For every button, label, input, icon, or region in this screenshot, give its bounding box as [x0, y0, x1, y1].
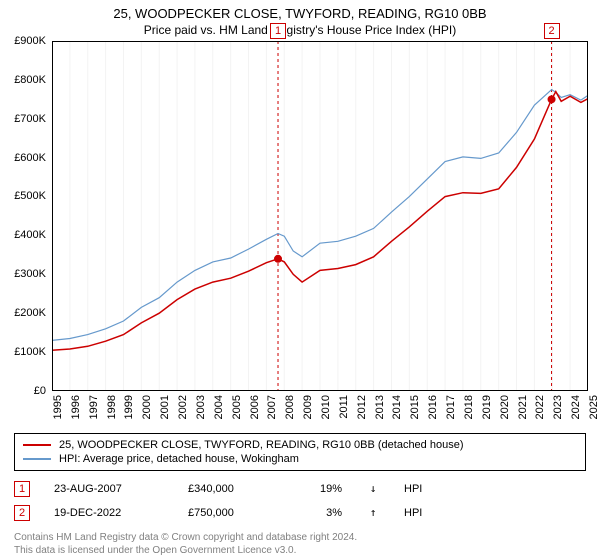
- sale-hpi-label: HPI: [404, 483, 434, 495]
- x-tick-label: 2005: [231, 395, 243, 419]
- x-tick-label: 2018: [463, 395, 475, 419]
- x-tick-label: 2000: [141, 395, 153, 419]
- x-tick-label: 1996: [70, 395, 82, 419]
- chart-svg: [52, 41, 588, 391]
- y-tick-label: £600K: [0, 152, 46, 164]
- sale-index-badge: 1: [14, 481, 30, 497]
- legend-label: 25, WOODPECKER CLOSE, TWYFORD, READING, …: [59, 439, 463, 451]
- x-tick-label: 2019: [481, 395, 493, 419]
- chart-subtitle: Price paid vs. HM Land Registry's House …: [0, 23, 600, 41]
- x-tick-label: 2020: [499, 395, 511, 419]
- chart-title: 25, WOODPECKER CLOSE, TWYFORD, READING, …: [0, 0, 600, 23]
- arrow-down-icon: ↓: [366, 482, 380, 495]
- footer-line-2: This data is licensed under the Open Gov…: [14, 544, 586, 557]
- arrow-up-icon: ↑: [366, 506, 380, 519]
- chart-legend: 25, WOODPECKER CLOSE, TWYFORD, READING, …: [14, 433, 586, 471]
- y-tick-label: £800K: [0, 74, 46, 86]
- x-tick-label: 2014: [391, 395, 403, 419]
- x-tick-label: 2011: [338, 395, 350, 419]
- y-tick-label: £100K: [0, 346, 46, 358]
- x-tick-label: 2010: [320, 395, 332, 419]
- sale-index-badge: 2: [14, 505, 30, 521]
- x-tick-label: 1999: [123, 395, 135, 419]
- sale-row: 2 19-DEC-2022 £750,000 3% ↑ HPI: [14, 501, 586, 525]
- x-tick-label: 2016: [427, 395, 439, 419]
- x-tick-label: 2015: [409, 395, 421, 419]
- x-tick-label: 2021: [517, 395, 529, 419]
- x-tick-label: 2013: [374, 395, 386, 419]
- x-tick-label: 2008: [284, 395, 296, 419]
- sale-price: £750,000: [188, 507, 268, 519]
- x-tick-label: 1998: [106, 395, 118, 419]
- y-tick-label: £400K: [0, 229, 46, 241]
- sales-table: 1 23-AUG-2007 £340,000 19% ↓ HPI 2 19-DEC-2022 £…: [14, 477, 586, 525]
- sale-date: 23-AUG-2007: [54, 483, 164, 495]
- x-tick-label: 2024: [570, 395, 582, 419]
- footer-line-1: Contains HM Land Registry data © Crown c…: [14, 531, 586, 544]
- sale-pct: 19%: [292, 483, 342, 495]
- y-tick-label: £500K: [0, 190, 46, 202]
- sale-date: 19-DEC-2022: [54, 507, 164, 519]
- sale-price: £340,000: [188, 483, 268, 495]
- x-tick-label: 2017: [445, 395, 457, 419]
- x-tick-label: 2023: [552, 395, 564, 419]
- sale-pct: 3%: [292, 507, 342, 519]
- sale-marker-badge: 1: [270, 23, 286, 39]
- y-tick-label: £300K: [0, 268, 46, 280]
- x-tick-label: 2001: [159, 395, 171, 419]
- legend-label: HPI: Average price, detached house, Woki…: [59, 453, 299, 465]
- chart-container: 25, WOODPECKER CLOSE, TWYFORD, READING, …: [0, 0, 600, 560]
- chart-plot-area: £0£100K£200K£300K£400K£500K£600K£700K£80…: [52, 41, 588, 391]
- x-tick-label: 1997: [88, 395, 100, 419]
- y-tick-label: £900K: [0, 35, 46, 47]
- legend-item: HPI: Average price, detached house, Woki…: [23, 452, 577, 466]
- x-tick-label: 2012: [356, 395, 368, 419]
- x-tick-label: 2022: [534, 395, 546, 419]
- sale-row: 1 23-AUG-2007 £340,000 19% ↓ HPI: [14, 477, 586, 501]
- legend-swatch: [23, 458, 51, 460]
- sale-hpi-label: HPI: [404, 507, 434, 519]
- legend-swatch: [23, 444, 51, 446]
- x-tick-label: 2006: [249, 395, 261, 419]
- x-tick-label: 2004: [213, 395, 225, 419]
- x-tick-label: 2025: [588, 395, 600, 419]
- y-tick-label: £0: [0, 385, 46, 397]
- x-tick-label: 2003: [195, 395, 207, 419]
- x-tick-label: 2007: [266, 395, 278, 419]
- x-tick-label: 2002: [177, 395, 189, 419]
- x-tick-label: 2009: [302, 395, 314, 419]
- y-tick-label: £700K: [0, 113, 46, 125]
- sale-marker-badge: 2: [544, 23, 560, 39]
- x-tick-label: 1995: [52, 395, 64, 419]
- legend-item: 25, WOODPECKER CLOSE, TWYFORD, READING, …: [23, 438, 577, 452]
- y-tick-label: £200K: [0, 307, 46, 319]
- chart-footer: Contains HM Land Registry data © Crown c…: [14, 531, 586, 557]
